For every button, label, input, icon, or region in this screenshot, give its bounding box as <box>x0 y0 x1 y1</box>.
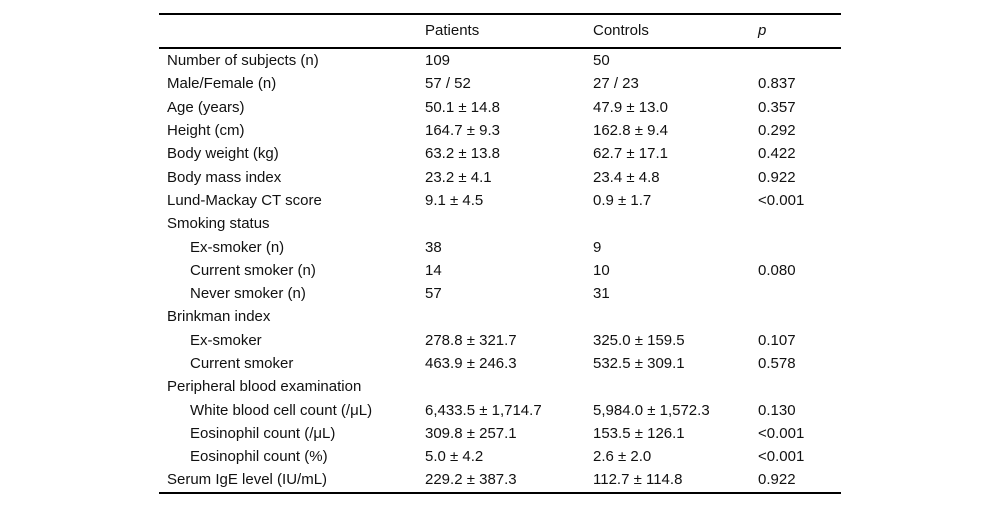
table-row: Current smoker 463.9 ± 246.3 532.5 ± 309… <box>159 352 841 375</box>
table-row: Smoking status <box>159 212 841 235</box>
row-label: Eosinophil count (%) <box>190 448 328 466</box>
controls-value: 325.0 ± 159.5 <box>593 331 685 349</box>
row-label: Current smoker (n) <box>190 261 316 279</box>
table-row: Never smoker (n) 57 31 <box>159 282 841 305</box>
row-label: Ex-smoker <box>190 331 262 349</box>
row-label: Peripheral blood examination <box>167 378 362 396</box>
row-label: Eosinophil count (/μL) <box>190 424 336 442</box>
p-value: <0.001 <box>758 448 805 466</box>
column-header-p: p <box>758 22 767 40</box>
table-row: Height (cm) 164.7 ± 9.3 162.8 ± 9.4 0.29… <box>159 119 841 142</box>
controls-value: 112.7 ± 114.8 <box>593 471 683 489</box>
patients-value: 5.0 ± 4.2 <box>425 448 484 466</box>
controls-value: 31 <box>593 285 610 303</box>
controls-value: 0.9 ± 1.7 <box>593 191 652 209</box>
table-row: Brinkman index <box>159 305 841 328</box>
row-label: White blood cell count (/μL) <box>190 401 373 419</box>
patients-value: 63.2 ± 13.8 <box>425 145 500 163</box>
patients-value: 6,433.5 ± 1,714.7 <box>425 401 542 419</box>
table-row: Eosinophil count (%) 5.0 ± 4.2 2.6 ± 2.0… <box>159 445 841 468</box>
table-header-separator-rule <box>159 46 841 49</box>
row-label: Lund-Mackay CT score <box>167 191 322 209</box>
patients-value: 38 <box>425 238 442 256</box>
controls-value: 162.8 ± 9.4 <box>593 122 668 140</box>
p-value: 0.578 <box>758 355 796 372</box>
row-label: Smoking status <box>167 215 270 233</box>
controls-value: 153.5 ± 126.1 <box>593 424 685 442</box>
p-value: 0.422 <box>758 145 796 163</box>
controls-value: 2.6 ± 2.0 <box>593 448 652 466</box>
controls-value: 10 <box>593 261 610 279</box>
p-value: 0.922 <box>758 168 796 186</box>
table-row: Ex-smoker (n) 38 9 <box>159 235 841 258</box>
p-value: <0.001 <box>758 191 805 209</box>
controls-value: 27 / 23 <box>593 75 639 93</box>
patients-value: 57 <box>425 285 442 303</box>
row-label: Height (cm) <box>167 122 245 140</box>
patients-value: 229.2 ± 387.3 <box>425 471 517 489</box>
table-row: Number of subjects (n) 109 50 <box>159 49 841 72</box>
row-label: Age (years) <box>167 98 245 116</box>
row-label: Current smoker <box>190 355 294 372</box>
patients-value: 463.9 ± 246.3 <box>425 355 517 372</box>
table-row: Ex-smoker 278.8 ± 321.7 325.0 ± 159.5 0.… <box>159 329 841 352</box>
patients-value: 50.1 ± 14.8 <box>425 98 500 116</box>
controls-value: 23.4 ± 4.8 <box>593 168 660 186</box>
clinical-characteristics-table: Patients Controls p Number of subjects (… <box>159 13 841 494</box>
p-value: 0.292 <box>758 122 796 140</box>
controls-value: 9 <box>593 238 602 256</box>
patients-value: 278.8 ± 321.7 <box>425 331 517 349</box>
row-label: Male/Female (n) <box>167 75 277 93</box>
patients-value: 109 <box>425 52 451 70</box>
controls-value: 62.7 ± 17.1 <box>593 145 668 163</box>
patients-value: 23.2 ± 4.1 <box>425 168 492 186</box>
table-row: Body mass index 23.2 ± 4.1 23.4 ± 4.8 0.… <box>159 165 841 188</box>
p-value: 0.357 <box>758 98 796 116</box>
table-row: Peripheral blood examination <box>159 375 841 398</box>
column-header-patients: Patients <box>425 22 480 40</box>
table-row: White blood cell count (/μL) 6,433.5 ± 1… <box>159 398 841 421</box>
row-label: Ex-smoker (n) <box>190 238 285 256</box>
patients-value: 14 <box>425 261 442 279</box>
table-row: Current smoker (n) 14 10 0.080 <box>159 259 841 282</box>
p-value: 0.080 <box>758 261 796 279</box>
table-row: Age (years) 50.1 ± 14.8 47.9 ± 13.0 0.35… <box>159 96 841 119</box>
p-value: 0.130 <box>758 401 796 419</box>
p-value: 0.837 <box>758 75 796 93</box>
table-row: Male/Female (n) 57 / 52 27 / 23 0.837 <box>159 72 841 95</box>
table-row: Body weight (kg) 63.2 ± 13.8 62.7 ± 17.1… <box>159 142 841 165</box>
table-row: Serum IgE level (IU/mL) 229.2 ± 387.3 11… <box>159 468 841 491</box>
patients-value: 9.1 ± 4.5 <box>425 191 484 209</box>
patients-value: 57 / 52 <box>425 75 471 93</box>
column-header-controls: Controls <box>593 22 649 40</box>
row-label: Never smoker (n) <box>190 285 306 303</box>
p-value: 0.107 <box>758 331 796 349</box>
patients-value: 309.8 ± 257.1 <box>425 424 517 442</box>
table-bottom-rule <box>159 491 841 494</box>
patients-value: 164.7 ± 9.3 <box>425 122 500 140</box>
table-row: Eosinophil count (/μL) 309.8 ± 257.1 153… <box>159 422 841 445</box>
row-label: Brinkman index <box>167 308 271 326</box>
table-top-rule <box>159 13 841 15</box>
row-label: Body mass index <box>167 168 282 186</box>
controls-value: 5,984.0 ± 1,572.3 <box>593 401 710 419</box>
row-label: Serum IgE level (IU/mL) <box>167 471 328 489</box>
table-header-row: Patients Controls p <box>159 15 841 47</box>
row-label: Number of subjects (n) <box>167 52 319 70</box>
p-value: 0.922 <box>758 471 796 489</box>
controls-value: 50 <box>593 52 610 70</box>
row-label: Body weight (kg) <box>167 145 279 163</box>
p-value: <0.001 <box>758 424 805 442</box>
controls-value: 47.9 ± 13.0 <box>593 98 668 116</box>
table-body: Number of subjects (n) 109 50 Male/Femal… <box>159 49 841 492</box>
controls-value: 532.5 ± 309.1 <box>593 355 685 372</box>
table-row: Lund-Mackay CT score 9.1 ± 4.5 0.9 ± 1.7… <box>159 189 841 212</box>
